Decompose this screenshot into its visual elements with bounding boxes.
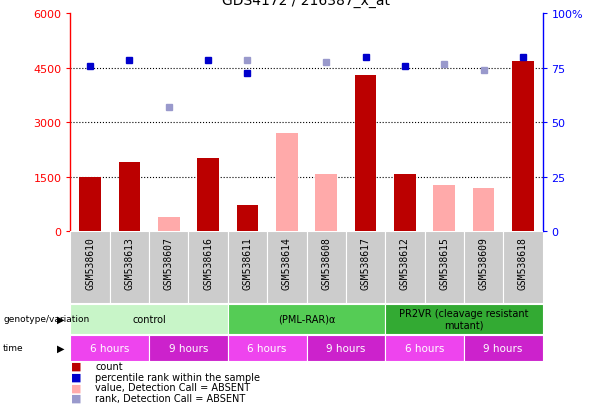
Text: GSM538611: GSM538611 [243, 236, 253, 289]
Bar [512, 62, 534, 231]
Text: GSM538615: GSM538615 [439, 236, 449, 289]
Text: GDS4172 / 216387_x_at: GDS4172 / 216387_x_at [223, 0, 390, 8]
Text: control: control [132, 314, 166, 324]
Text: 6 hours: 6 hours [90, 343, 129, 353]
Bar [473, 189, 494, 231]
FancyBboxPatch shape [385, 335, 464, 361]
Text: ▶: ▶ [57, 343, 64, 353]
FancyBboxPatch shape [464, 231, 503, 304]
Bar [237, 206, 258, 231]
FancyBboxPatch shape [306, 335, 385, 361]
Text: GSM538613: GSM538613 [124, 236, 134, 289]
Text: rank, Detection Call = ABSENT: rank, Detection Call = ABSENT [95, 393, 245, 403]
FancyBboxPatch shape [149, 335, 228, 361]
Text: GSM538617: GSM538617 [360, 236, 370, 289]
FancyBboxPatch shape [70, 231, 110, 304]
FancyBboxPatch shape [110, 231, 149, 304]
Text: PR2VR (cleavage resistant
mutant): PR2VR (cleavage resistant mutant) [399, 308, 528, 330]
Text: GSM538608: GSM538608 [321, 236, 331, 289]
FancyBboxPatch shape [346, 231, 385, 304]
Bar [79, 178, 101, 231]
Bar [119, 163, 140, 231]
Text: GSM538616: GSM538616 [203, 236, 213, 289]
Text: ■: ■ [70, 393, 81, 403]
Text: GSM538618: GSM538618 [518, 236, 528, 289]
Text: 9 hours: 9 hours [484, 343, 523, 353]
Text: ■: ■ [70, 372, 81, 382]
Text: 9 hours: 9 hours [326, 343, 365, 353]
Text: ■: ■ [70, 382, 81, 392]
Text: GSM538609: GSM538609 [479, 236, 489, 289]
Text: GSM538614: GSM538614 [282, 236, 292, 289]
Text: count: count [95, 361, 123, 371]
Text: ■: ■ [70, 361, 81, 371]
FancyBboxPatch shape [306, 231, 346, 304]
FancyBboxPatch shape [70, 335, 149, 361]
Bar [355, 76, 376, 231]
FancyBboxPatch shape [149, 231, 189, 304]
Text: 9 hours: 9 hours [169, 343, 208, 353]
Bar [158, 218, 180, 231]
Bar [276, 134, 298, 231]
FancyBboxPatch shape [464, 335, 543, 361]
FancyBboxPatch shape [228, 304, 385, 334]
Text: 6 hours: 6 hours [405, 343, 444, 353]
Text: percentile rank within the sample: percentile rank within the sample [95, 372, 260, 382]
FancyBboxPatch shape [424, 231, 464, 304]
FancyBboxPatch shape [267, 231, 306, 304]
Text: GSM538612: GSM538612 [400, 236, 410, 289]
Text: (PML-RAR)α: (PML-RAR)α [278, 314, 335, 324]
FancyBboxPatch shape [503, 231, 543, 304]
Text: genotype/variation: genotype/variation [3, 315, 89, 323]
Text: GSM538610: GSM538610 [85, 236, 95, 289]
Text: value, Detection Call = ABSENT: value, Detection Call = ABSENT [95, 382, 250, 392]
FancyBboxPatch shape [228, 231, 267, 304]
Text: time: time [3, 344, 24, 352]
FancyBboxPatch shape [385, 304, 543, 334]
Text: ▶: ▶ [57, 314, 64, 324]
Bar [433, 185, 455, 231]
FancyBboxPatch shape [70, 304, 228, 334]
Text: 6 hours: 6 hours [248, 343, 287, 353]
FancyBboxPatch shape [228, 335, 306, 361]
Bar [315, 174, 337, 231]
Bar [394, 174, 416, 231]
Text: GSM538607: GSM538607 [164, 236, 174, 289]
FancyBboxPatch shape [385, 231, 424, 304]
FancyBboxPatch shape [189, 231, 228, 304]
Bar [197, 159, 219, 231]
